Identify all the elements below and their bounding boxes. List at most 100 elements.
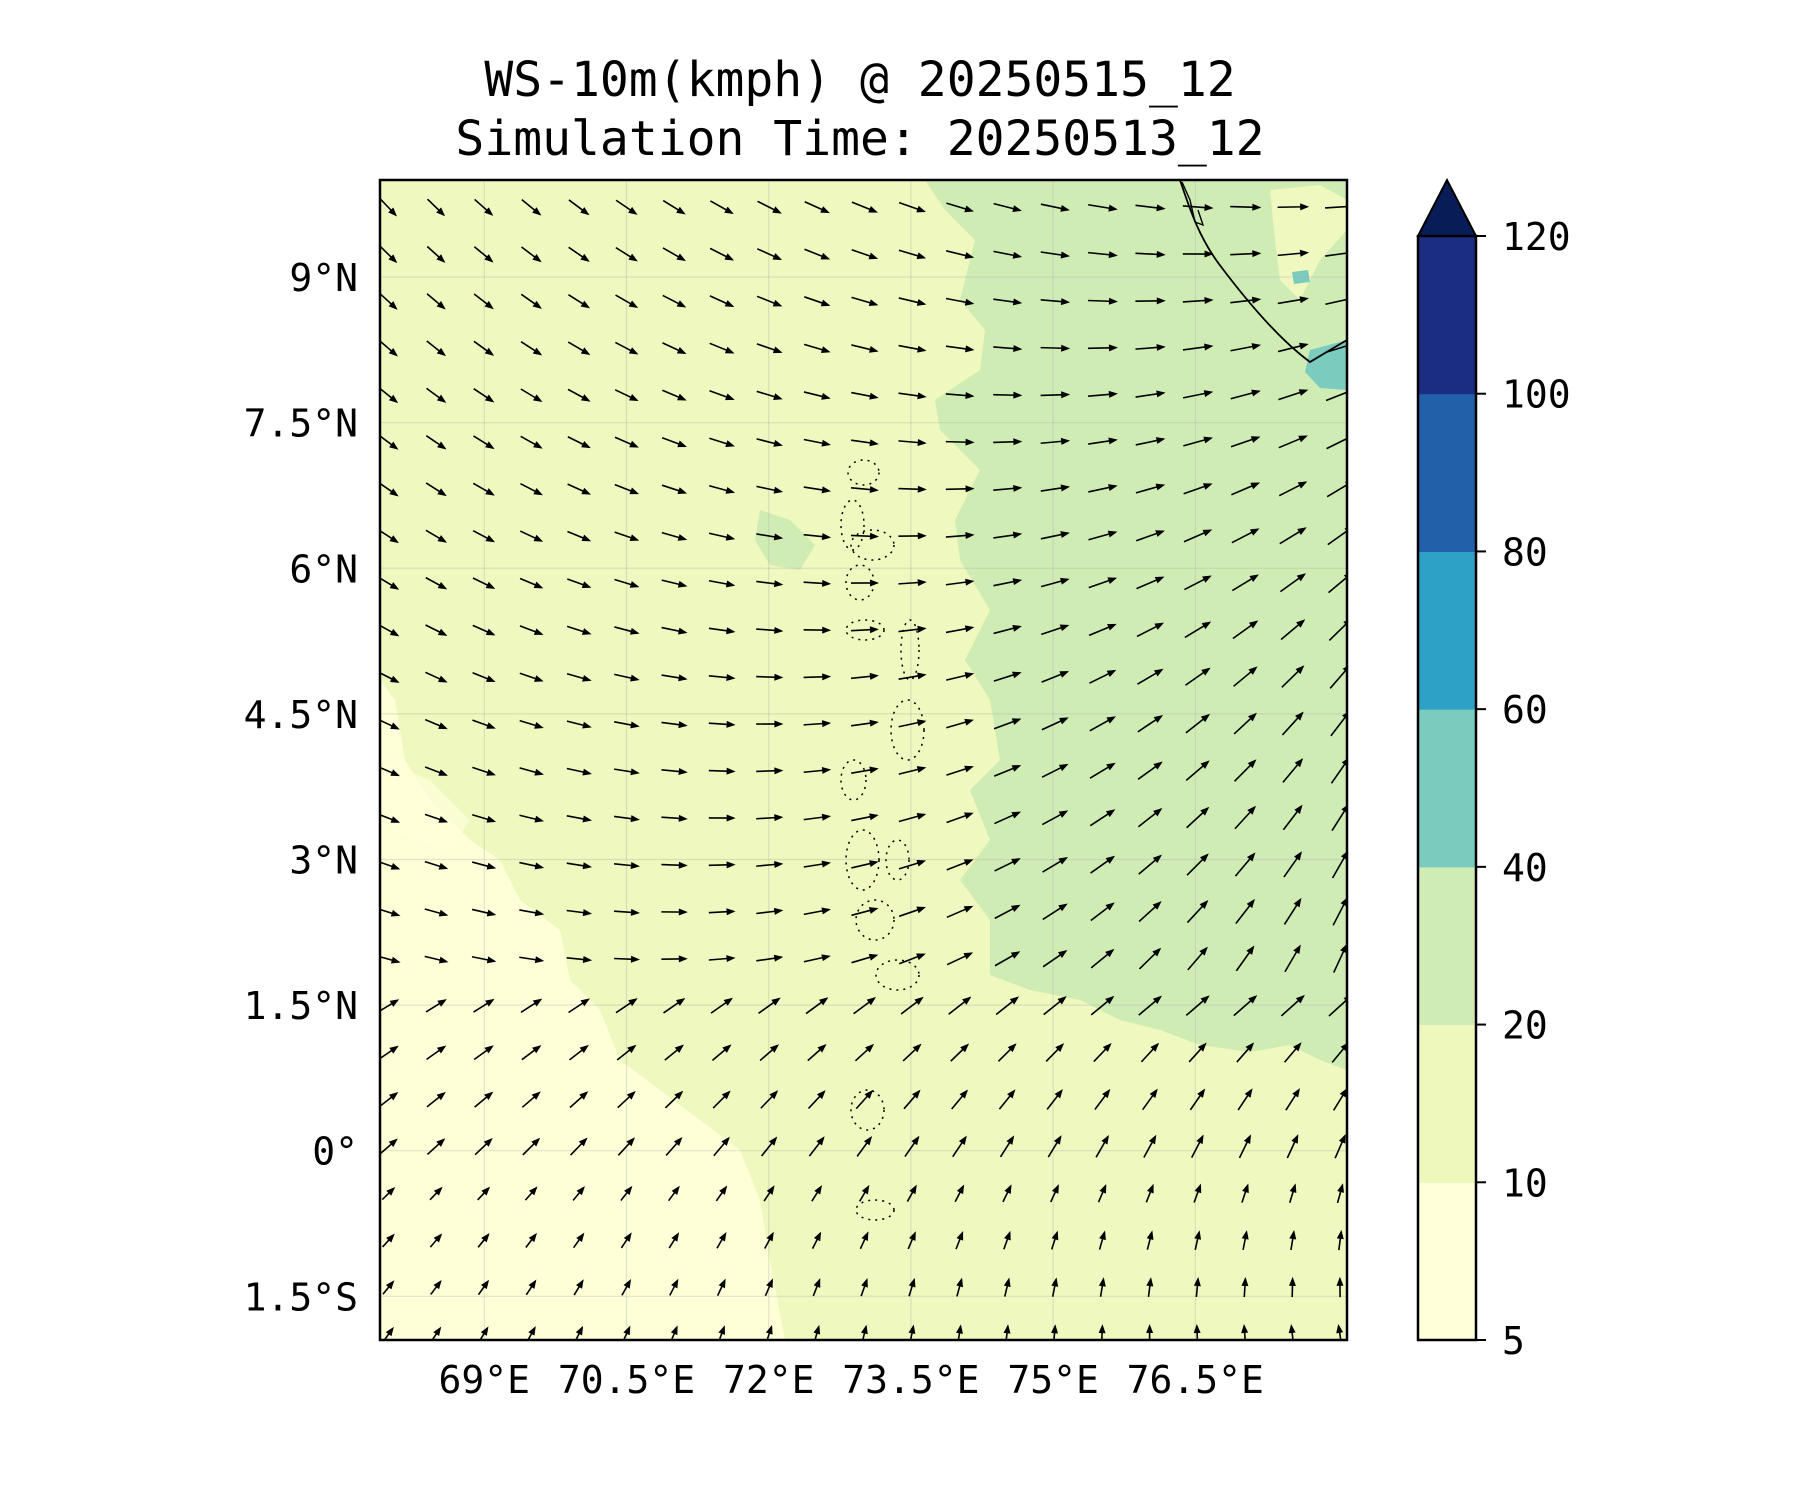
wind-arrow bbox=[1185, 760, 1210, 781]
wind-arrow bbox=[568, 998, 590, 1014]
wind-arrow bbox=[566, 767, 592, 776]
wind-arrow bbox=[1135, 390, 1166, 398]
wind-arrow bbox=[708, 674, 736, 682]
wind-arrow bbox=[1088, 623, 1117, 637]
wind-arrow bbox=[525, 1232, 537, 1249]
wind-arrow bbox=[811, 1185, 823, 1202]
colorbar-tick-label: 5 bbox=[1502, 1319, 1525, 1363]
wind-arrow bbox=[951, 1089, 968, 1110]
wind-arrow bbox=[898, 766, 927, 775]
wind-arrow bbox=[1330, 758, 1347, 784]
wind-arrow bbox=[1146, 1230, 1154, 1250]
wind-arrow bbox=[1336, 1229, 1344, 1251]
wind-arrow bbox=[1088, 251, 1118, 259]
wind-arrow bbox=[803, 766, 832, 774]
wind-arrow bbox=[1336, 1183, 1344, 1204]
wind-arrow bbox=[622, 1325, 631, 1340]
wind-arrow bbox=[1089, 762, 1116, 779]
wind-arrow bbox=[709, 247, 735, 261]
wind-arrow bbox=[898, 719, 927, 728]
wind-arrow bbox=[805, 997, 829, 1015]
wind-arrow bbox=[382, 1280, 395, 1295]
wind-arrow bbox=[426, 1138, 446, 1156]
wind-arrow bbox=[803, 486, 832, 494]
wind-arrow bbox=[954, 1184, 965, 1203]
wind-arrow bbox=[1140, 1042, 1160, 1063]
wind-arrow bbox=[898, 485, 927, 493]
wind-arrow bbox=[945, 392, 975, 400]
wind-arrow bbox=[903, 1089, 921, 1110]
wind-arrow bbox=[426, 340, 446, 357]
wind-arrow bbox=[380, 435, 399, 450]
wind-arrow bbox=[853, 997, 877, 1015]
wind-arrow bbox=[946, 859, 974, 871]
wind-arrow bbox=[946, 905, 974, 919]
wind-arrow bbox=[1088, 437, 1118, 445]
wind-arrow bbox=[472, 482, 495, 496]
wind-arrow bbox=[860, 1277, 868, 1297]
wind-arrow bbox=[474, 198, 494, 216]
wind-arrow bbox=[613, 908, 640, 916]
wind-arrow bbox=[1278, 481, 1308, 497]
colorbar-extend-arrow bbox=[1416, 177, 1478, 237]
wind-arrow bbox=[756, 626, 784, 634]
wind-arrow bbox=[662, 199, 686, 215]
wind-arrow bbox=[1041, 810, 1069, 826]
wind-arrow bbox=[662, 389, 687, 401]
wind-arrow bbox=[765, 1325, 773, 1340]
wind-arrow bbox=[425, 435, 447, 450]
wind-arrow bbox=[472, 813, 497, 823]
wind-arrow bbox=[614, 626, 640, 635]
wind-arrow bbox=[1288, 1276, 1296, 1298]
lat-tick-label: 9°N bbox=[289, 256, 358, 300]
wind-arrow bbox=[614, 341, 639, 355]
wind-arrow bbox=[851, 344, 879, 353]
colorbar-bin bbox=[1418, 236, 1476, 395]
wind-arrow bbox=[472, 577, 496, 589]
wind-arrow bbox=[1045, 1043, 1065, 1063]
wind-arrow bbox=[1041, 717, 1069, 731]
calm-patch-northwest bbox=[380, 760, 470, 850]
wind-arrow bbox=[1040, 203, 1070, 212]
wind-arrow bbox=[519, 719, 544, 729]
wind-arrow bbox=[956, 1277, 964, 1297]
wind-arrow bbox=[997, 1043, 1017, 1062]
wind-arrow bbox=[999, 1135, 1015, 1158]
atoll-outline bbox=[845, 619, 885, 641]
wind-arrow bbox=[661, 674, 688, 682]
wind-arrow bbox=[473, 293, 494, 310]
colorbar-tick-label: 120 bbox=[1502, 215, 1571, 259]
wind-arrow bbox=[1184, 667, 1211, 686]
wind-arrow bbox=[1277, 296, 1309, 305]
wind-arrow bbox=[521, 246, 542, 263]
wind-arrow bbox=[1138, 995, 1162, 1016]
lon-tick-label: 73.5°E bbox=[842, 1358, 979, 1402]
wind-arrow bbox=[566, 673, 592, 682]
wind-arrow bbox=[898, 201, 926, 213]
atoll-outline bbox=[900, 619, 920, 681]
wind-arrow bbox=[1088, 577, 1118, 589]
wind-arrow bbox=[1334, 1133, 1346, 1159]
wind-arrow bbox=[1325, 205, 1347, 209]
coastline-kerala-inlet bbox=[1181, 181, 1205, 227]
wind-arrow bbox=[380, 577, 400, 590]
wind-arrow bbox=[572, 1186, 585, 1201]
wind-arrow bbox=[424, 908, 449, 917]
wind-arrow bbox=[898, 392, 927, 400]
wind-arrow bbox=[661, 908, 688, 916]
atoll-outline bbox=[890, 699, 925, 761]
atoll-outline bbox=[855, 899, 895, 941]
wind-arrow bbox=[956, 1324, 963, 1340]
wind-arrow bbox=[1135, 297, 1166, 305]
wind-arrow bbox=[1277, 342, 1309, 353]
wind-arrow bbox=[995, 996, 1020, 1016]
wind-arrow bbox=[569, 1091, 589, 1109]
wind-arrow bbox=[1284, 944, 1301, 973]
wind-arrow bbox=[615, 998, 638, 1014]
wind-arrow bbox=[851, 953, 879, 964]
wind-arrow bbox=[803, 813, 832, 821]
wind-arrow bbox=[945, 485, 975, 493]
wind-arrow bbox=[1040, 577, 1070, 588]
wind-arrow bbox=[898, 953, 926, 965]
